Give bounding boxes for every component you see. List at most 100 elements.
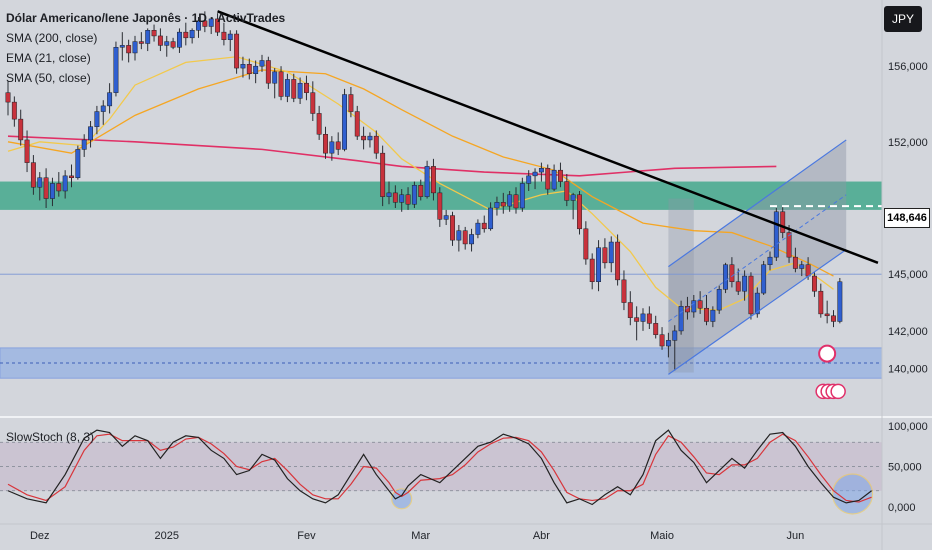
candle-body: [240, 64, 246, 69]
channel-box: [668, 198, 694, 373]
candle-body: [494, 202, 500, 209]
sma200-line: [7, 135, 777, 177]
candle-body: [18, 118, 24, 141]
price-axis-tick-label: 145,000: [888, 269, 928, 281]
candle-body: [475, 222, 481, 235]
candle-body: [354, 111, 360, 137]
candle-body: [62, 175, 68, 192]
stoch-axis-tick-label: 100,000: [888, 421, 928, 433]
chart-legend: Dólar Americano/Iene Japonês · 1D · Acti…: [6, 8, 285, 88]
candle-body: [411, 185, 417, 205]
candle-body: [462, 230, 468, 245]
candle-body: [532, 171, 538, 177]
candle-body: [310, 92, 316, 114]
candle-body: [234, 33, 240, 69]
stoch-label[interactable]: SlowStoch (8, 3): [6, 430, 95, 444]
candle-body: [818, 290, 824, 315]
candle-body: [335, 141, 341, 150]
legend-sma200[interactable]: SMA (200, close): [6, 31, 98, 45]
time-axis-tick-label: Dez: [30, 530, 50, 542]
candle-body: [443, 215, 449, 220]
candle-body: [88, 126, 93, 141]
candle-body: [272, 71, 278, 84]
candle-body: [564, 181, 570, 201]
candle-body: [831, 315, 836, 322]
candle-body: [81, 139, 87, 150]
candle-body: [488, 207, 494, 230]
candle-body: [519, 183, 525, 209]
currency-button[interactable]: JPY: [884, 6, 922, 32]
candle-body: [157, 35, 163, 46]
candle-body: [94, 111, 100, 127]
candle-body: [456, 230, 462, 241]
candle-body: [291, 79, 297, 99]
candle-body: [50, 183, 55, 199]
candle-body: [767, 256, 773, 265]
candle-body: [507, 194, 513, 207]
legend-sma50[interactable]: SMA (50, close): [6, 71, 91, 85]
candle-body: [43, 177, 49, 199]
price-axis-tick-label: 140,000: [888, 364, 928, 376]
candle-body: [177, 31, 182, 48]
candle-body: [227, 33, 233, 40]
candle-body: [215, 18, 221, 33]
candle-body: [221, 31, 227, 40]
candle-body: [119, 45, 125, 48]
candle-body: [526, 175, 532, 184]
candle-body: [361, 135, 367, 141]
candle-body: [399, 194, 405, 203]
candle-body: [196, 20, 201, 31]
candle-body: [107, 92, 113, 107]
candle-body: [659, 334, 665, 347]
candle-body: [799, 264, 805, 269]
legend-ema21[interactable]: EMA (21, close): [6, 51, 91, 65]
channel-upper-line: [668, 139, 847, 268]
candle-body: [754, 292, 760, 315]
candle-body: [253, 65, 259, 74]
candle-body: [189, 30, 195, 39]
candle-body: [342, 94, 348, 150]
candle-body: [151, 30, 157, 37]
last-price-tag: 148,646: [884, 208, 930, 228]
candle-body: [773, 211, 779, 258]
time-axis-tick-label: Maio: [650, 530, 674, 542]
candle-body: [100, 105, 106, 112]
candle-body: [481, 222, 487, 230]
candle-body: [11, 101, 17, 120]
candle-body: [373, 135, 379, 154]
candle-body: [640, 313, 646, 322]
candle-body: [367, 135, 373, 141]
candle-body: [513, 194, 519, 209]
candle-body: [748, 275, 754, 315]
candle-body: [665, 340, 671, 347]
candle-body: [735, 281, 741, 292]
channel-fill: [668, 139, 847, 375]
candle-body: [812, 275, 817, 292]
candle-body: [132, 41, 138, 54]
candle-body: [627, 302, 633, 318]
candle-body: [278, 71, 284, 97]
candle-body: [113, 47, 119, 93]
stoch-k-line: [7, 429, 872, 506]
candle-body: [418, 185, 424, 197]
candle-body: [69, 175, 74, 178]
candle-body: [570, 194, 576, 201]
candle-body: [202, 20, 208, 27]
candle-body: [183, 31, 189, 39]
candle-body: [551, 169, 557, 190]
chart-title: Dólar Americano/Iene Japonês · 1D · Acti…: [6, 11, 286, 25]
time-axis-tick-label: 2025: [155, 530, 179, 542]
candle-body: [431, 166, 436, 194]
channel-lower-line: [668, 249, 847, 375]
candle-body: [691, 300, 697, 313]
candle-body: [30, 162, 36, 188]
candle-body: [259, 60, 265, 67]
candle-body: [392, 192, 398, 203]
candle-body: [761, 264, 767, 294]
candle-body: [469, 234, 475, 245]
candle-body: [742, 275, 748, 292]
candle-body: [208, 18, 214, 27]
candle-body: [596, 247, 601, 282]
